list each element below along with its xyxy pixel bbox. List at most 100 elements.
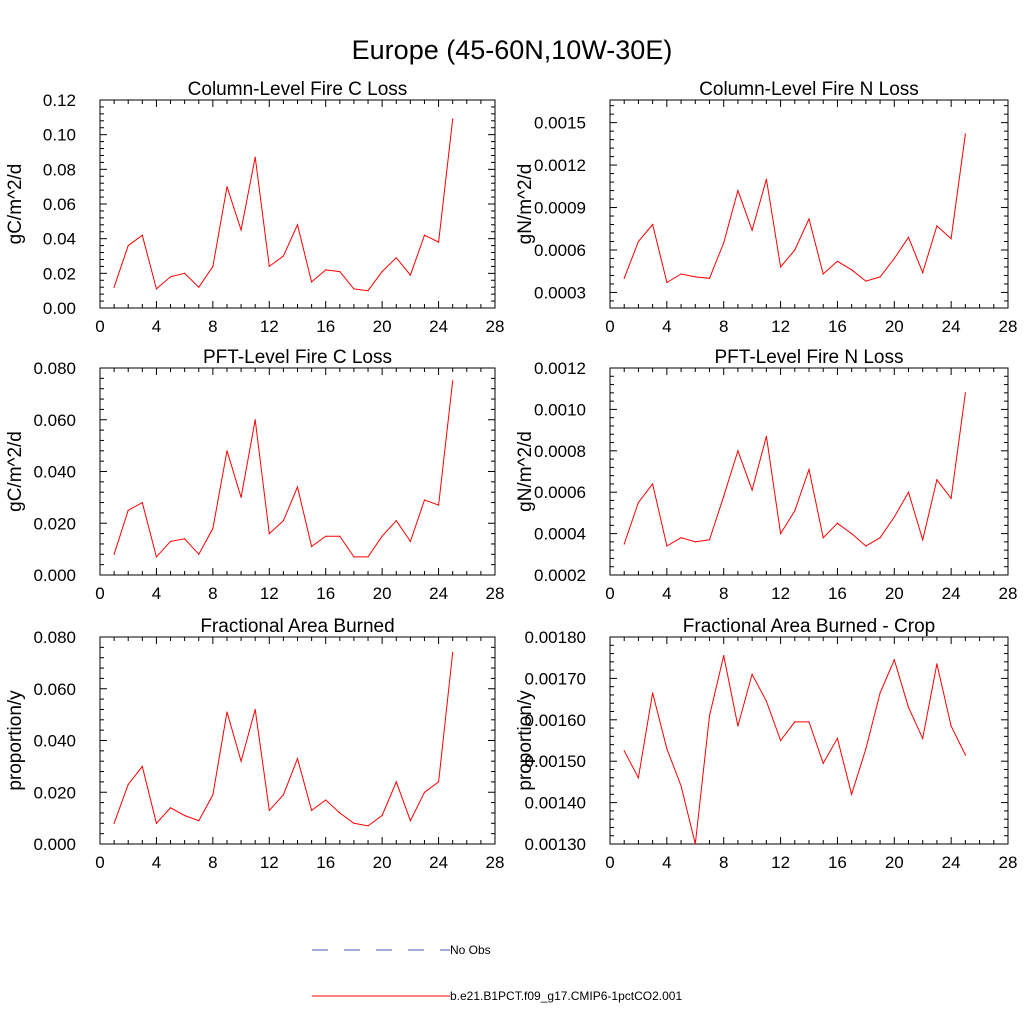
data-point xyxy=(922,272,924,274)
data-point xyxy=(879,276,881,278)
data-point xyxy=(268,533,270,535)
data-point xyxy=(694,843,696,845)
data-point xyxy=(794,249,796,251)
data-point xyxy=(409,820,411,822)
data-point xyxy=(907,236,910,238)
plot-frame xyxy=(99,99,496,309)
chart-panel-6: Fractional Area Burned - Crop proportion/… xyxy=(515,616,1017,872)
data-point xyxy=(381,271,383,273)
x-tick-label: 28 xyxy=(486,584,505,603)
data-point xyxy=(765,700,767,702)
data-point xyxy=(367,556,369,558)
y-tick-label: 0.080 xyxy=(33,628,76,647)
data-point xyxy=(666,748,668,750)
data-point xyxy=(723,655,725,657)
data-point xyxy=(723,495,725,497)
data-point xyxy=(381,814,383,817)
data-point xyxy=(808,218,810,220)
data-point xyxy=(623,277,625,279)
x-tick-label: 24 xyxy=(942,853,961,872)
series-line xyxy=(113,119,454,292)
x-tick-label: 0 xyxy=(95,584,104,603)
y-tick-label: 0.020 xyxy=(33,783,76,802)
x-tick-label: 8 xyxy=(719,584,728,603)
data-point xyxy=(113,553,115,555)
data-point xyxy=(296,224,299,226)
y-tick-label: 0.10 xyxy=(43,126,76,145)
panel-title: Fractional Area Burned - Crop xyxy=(683,616,935,637)
y-axis-label: gN/m^2/d xyxy=(515,431,536,512)
data-point xyxy=(708,539,711,541)
data-point xyxy=(141,501,143,504)
x-tick-label: 16 xyxy=(316,853,335,872)
data-point xyxy=(184,538,186,540)
data-point xyxy=(637,777,640,779)
x-tick-label: 20 xyxy=(885,853,904,872)
data-point xyxy=(254,419,256,421)
data-point xyxy=(198,286,200,288)
y-tick-label: 0.0012 xyxy=(534,156,586,175)
data-point xyxy=(169,807,172,809)
data-point xyxy=(666,281,668,284)
data-point xyxy=(737,189,739,192)
y-tick-label: 0.020 xyxy=(33,514,76,533)
data-point xyxy=(452,118,454,120)
x-tick-label: 20 xyxy=(373,317,392,336)
data-point xyxy=(353,822,355,824)
data-point xyxy=(296,486,299,488)
x-tick-label: 12 xyxy=(771,853,790,872)
panel-title: Fractional Area Burned xyxy=(200,616,394,637)
x-tick-label: 16 xyxy=(316,317,335,336)
data-point xyxy=(169,540,172,542)
data-point xyxy=(964,392,966,394)
y-axis-label: gN/m^2/d xyxy=(515,164,536,245)
data-point xyxy=(127,783,129,786)
data-point xyxy=(950,238,952,240)
x-tick-label: 8 xyxy=(208,317,217,336)
data-point xyxy=(240,760,242,762)
data-point xyxy=(907,706,910,708)
data-point xyxy=(893,257,895,260)
data-point xyxy=(311,281,313,283)
data-point xyxy=(950,725,952,727)
data-point xyxy=(155,822,158,824)
data-point xyxy=(437,241,440,243)
x-tick-label: 24 xyxy=(942,317,961,336)
data-point xyxy=(423,499,426,501)
y-tick-label: 0.0003 xyxy=(534,283,586,302)
y-tick-label: 0.060 xyxy=(33,680,76,699)
data-point xyxy=(212,265,214,267)
y-tick-label: 0.08 xyxy=(43,160,76,179)
data-point xyxy=(964,133,966,135)
data-point xyxy=(268,265,270,267)
x-tick-label: 4 xyxy=(152,853,161,872)
data-point xyxy=(311,545,313,548)
series-line xyxy=(113,652,454,827)
series-line xyxy=(113,380,454,558)
x-tick-label: 8 xyxy=(208,584,217,603)
data-point xyxy=(907,491,910,493)
panel-title: Column-Level Fire N Loss xyxy=(699,79,919,100)
y-tick-label: 0.0004 xyxy=(534,525,586,544)
data-point xyxy=(751,489,753,491)
data-point xyxy=(212,794,214,796)
data-point xyxy=(325,799,327,801)
data-point xyxy=(822,762,824,764)
plot-frame xyxy=(99,636,496,845)
x-tick-label: 12 xyxy=(260,584,279,603)
data-point xyxy=(808,721,810,723)
data-point xyxy=(865,748,867,750)
data-point xyxy=(339,812,341,814)
data-point xyxy=(268,809,270,811)
data-point xyxy=(652,483,654,485)
data-point xyxy=(198,820,200,822)
data-point xyxy=(452,651,454,654)
y-tick-label: 0.080 xyxy=(33,359,76,378)
data-point xyxy=(936,663,938,665)
x-tick-label: 28 xyxy=(999,584,1018,603)
x-tick-label: 16 xyxy=(828,853,847,872)
data-point xyxy=(751,673,753,675)
x-tick-label: 4 xyxy=(662,853,671,872)
x-tick-label: 0 xyxy=(605,853,614,872)
x-tick-label: 0 xyxy=(605,317,614,336)
